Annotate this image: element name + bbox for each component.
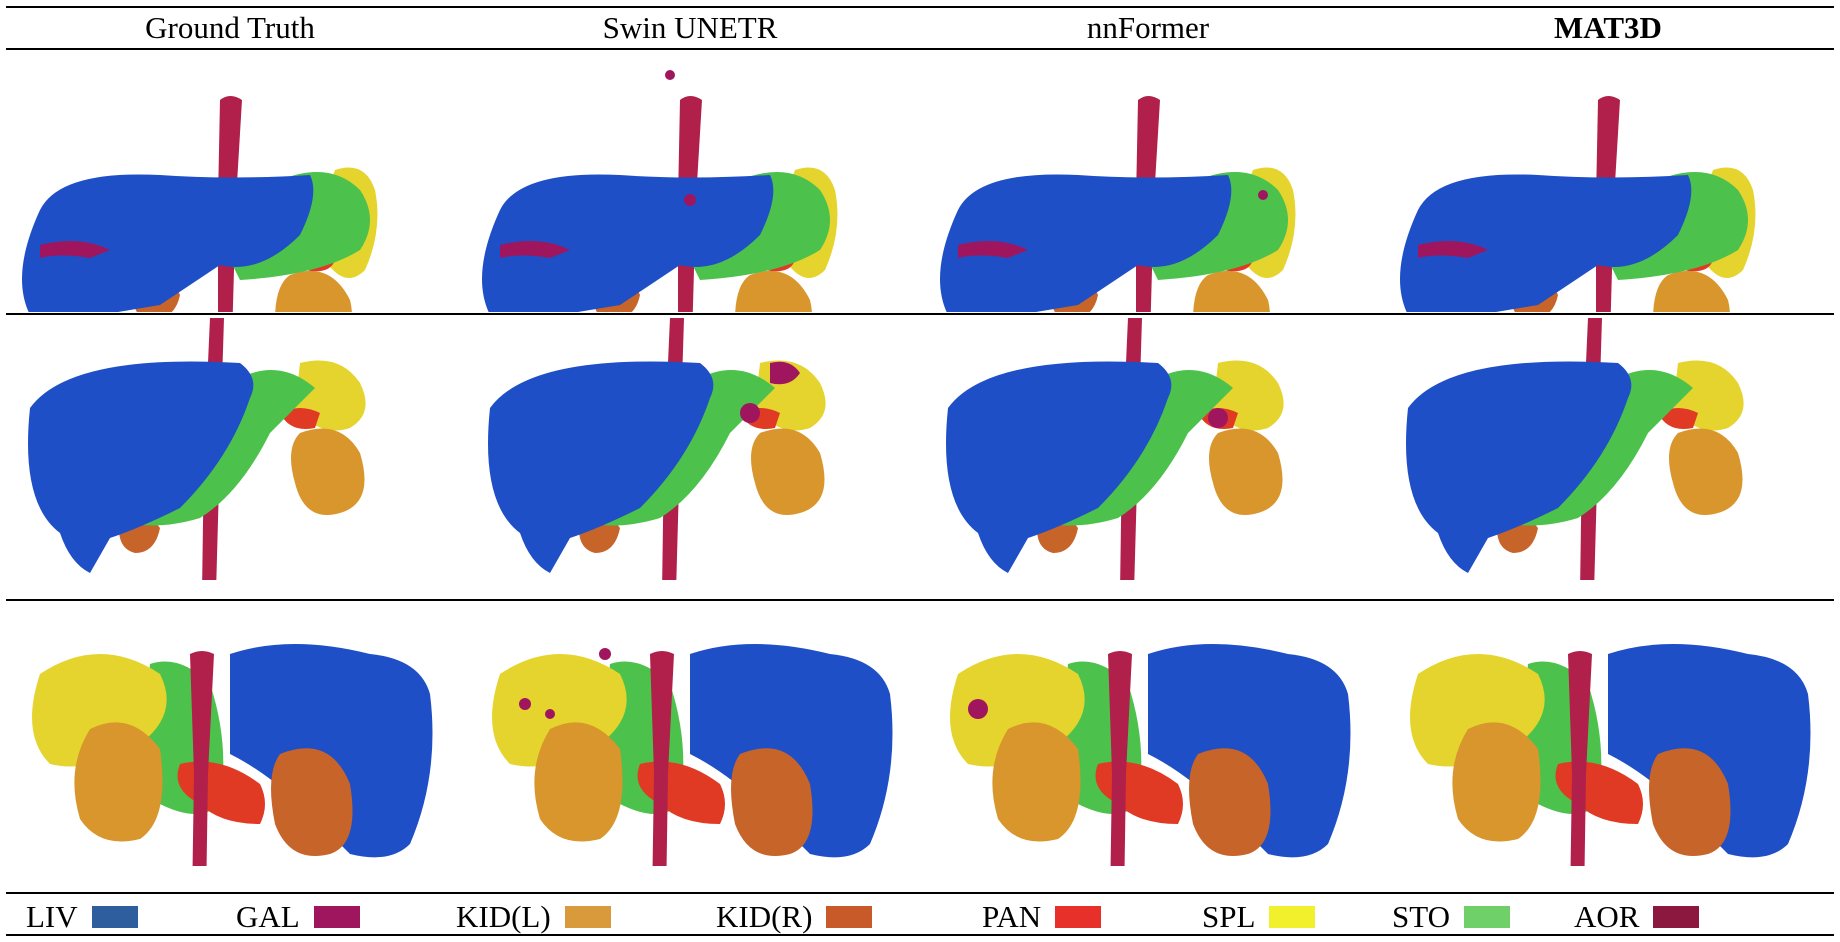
legend-label: GAL [236,899,300,934]
legend-swatch [1464,906,1511,928]
panel-nnformer-view-3 [918,604,1378,866]
legend-swatch [313,906,360,928]
legend-label: SPL [1202,899,1256,934]
organ-rendering [492,644,893,866]
column-header-swin-unetr: Swin UNETR [602,10,778,45]
panel-swin-unetr-view-1 [460,50,920,312]
panel-swin-unetr-view-3 [460,604,920,866]
panel-ground-truth-view-1 [0,50,460,312]
legend-item-kid-r: KID(R) [716,894,873,940]
organ-rendering [22,96,378,312]
organ-rendering [488,318,826,580]
legend-item-pan: PAN [982,894,1102,940]
legend-item-kid-l: KID(L) [456,894,611,940]
legend-item-sto: STO [1392,894,1511,940]
legend-swatch [564,906,611,928]
legend-label: PAN [982,899,1042,934]
legend-swatch [91,906,138,928]
organ-rendering [1406,318,1744,580]
panel-swin-unetr-view-2 [460,318,920,580]
legend-label: KID(L) [456,899,551,934]
organ-rendering [950,644,1351,866]
legend-label: AOR [1574,899,1640,934]
legend-item-aor: AOR [1574,894,1700,940]
organ-rendering [1410,644,1811,866]
organ-rendering [1400,96,1756,312]
legend-item-spl: SPL [1202,894,1316,940]
legend-label: STO [1392,899,1451,934]
organ-rendering [946,318,1284,580]
panel-nnformer-view-2 [918,318,1378,580]
column-header-ground-truth: Ground Truth [145,10,315,45]
bottom-rule [6,934,1834,936]
legend-item-liv: LIV [26,894,138,940]
panel-mat3d-view-2 [1378,318,1838,580]
top-rule [6,6,1834,8]
legend-swatch [1269,906,1316,928]
panel-mat3d-view-3 [1378,604,1838,866]
row-divider-1 [6,313,1834,315]
panel-ground-truth-view-3 [0,604,460,866]
organ-rendering [940,96,1296,312]
column-header-nnformer: nnFormer [1086,10,1210,45]
legend-swatch [1055,906,1102,928]
legend-item-gal: GAL [236,894,360,940]
panel-mat3d-view-1 [1378,50,1838,312]
legend-swatch [826,906,873,928]
column-header-mat3d: MAT3D [1554,10,1662,45]
legend-label: LIV [26,899,78,934]
legend-top-rule [6,892,1834,894]
organ-rendering [28,318,366,580]
row-divider-2 [6,599,1834,601]
legend-label: KID(R) [716,899,813,934]
legend-swatch [1653,906,1700,928]
organ-rendering [482,70,838,312]
organ-rendering [32,644,433,866]
organ-legend: LIV GAL KID(L) KID(R) PAN SPL STO AOR [0,894,1840,940]
header-rule [6,48,1834,50]
panel-nnformer-view-1 [918,50,1378,312]
panel-ground-truth-view-2 [0,318,460,580]
